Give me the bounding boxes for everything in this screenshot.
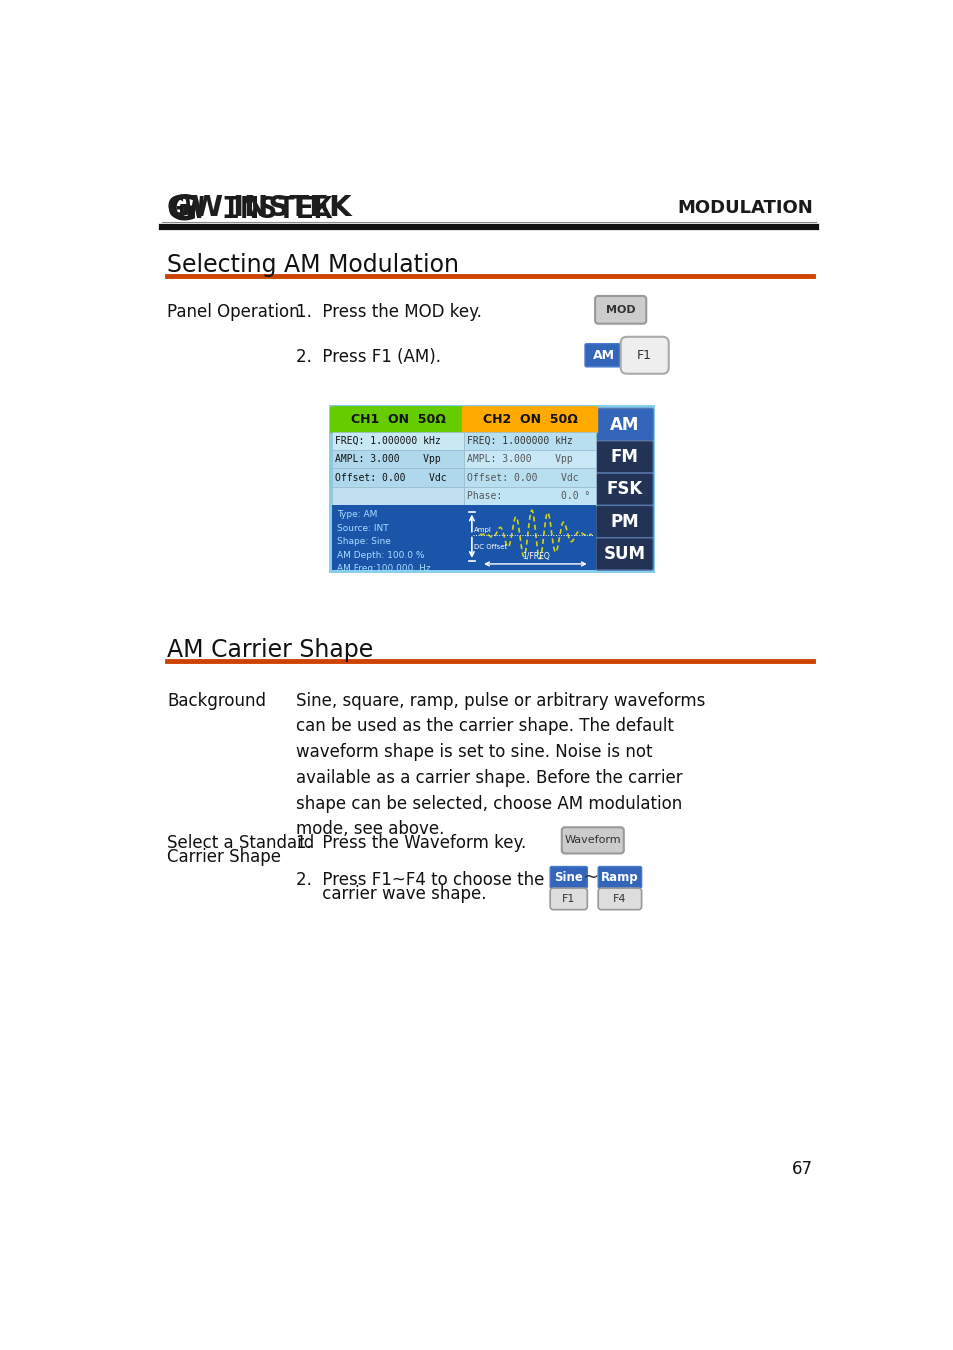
FancyBboxPatch shape <box>332 487 464 505</box>
Text: 1.  Press the MOD key.: 1. Press the MOD key. <box>295 302 481 321</box>
Text: PM: PM <box>610 513 639 531</box>
FancyBboxPatch shape <box>620 336 668 374</box>
Text: F4: F4 <box>613 894 626 904</box>
FancyBboxPatch shape <box>584 344 621 367</box>
Text: SUM: SUM <box>603 545 645 563</box>
FancyBboxPatch shape <box>596 409 653 440</box>
Text: FREQ: 1.000000 kHz: FREQ: 1.000000 kHz <box>335 436 440 446</box>
Text: Sine: Sine <box>554 871 582 884</box>
Text: CH2  ON  50Ω: CH2 ON 50Ω <box>482 413 577 427</box>
FancyBboxPatch shape <box>332 468 464 487</box>
FancyBboxPatch shape <box>330 406 466 433</box>
FancyBboxPatch shape <box>598 867 641 888</box>
Text: FREQ: 1.000000 kHz: FREQ: 1.000000 kHz <box>467 436 573 446</box>
Text: CH1  ON  50Ω: CH1 ON 50Ω <box>351 413 445 427</box>
Text: 1/FREQ: 1/FREQ <box>521 552 549 560</box>
Text: GW INSTEK: GW INSTEK <box>167 196 333 224</box>
Text: F1: F1 <box>637 348 652 362</box>
Text: AMPL: 3.000    Vpp: AMPL: 3.000 Vpp <box>467 454 573 464</box>
Text: Type: AM
Source: INT
Shape: Sine
AM Depth: 100.0 %
AM Freq:100.000  Hz: Type: AM Source: INT Shape: Sine AM Dept… <box>336 510 430 574</box>
FancyBboxPatch shape <box>332 432 464 450</box>
Text: AM: AM <box>592 348 614 362</box>
FancyBboxPatch shape <box>464 468 596 487</box>
Text: F1: F1 <box>561 894 575 904</box>
FancyBboxPatch shape <box>332 450 464 468</box>
Text: G: G <box>167 193 196 227</box>
Text: 2.  Press F1 (AM).: 2. Press F1 (AM). <box>295 348 440 366</box>
Text: Sine, square, ramp, pulse or arbitrary waveforms
can be used as the carrier shap: Sine, square, ramp, pulse or arbitrary w… <box>295 691 704 838</box>
Text: Selecting AM Modulation: Selecting AM Modulation <box>167 252 458 277</box>
Text: FSK: FSK <box>606 481 642 498</box>
Text: AMPL: 3.000    Vpp: AMPL: 3.000 Vpp <box>335 454 440 464</box>
Text: AM Carrier Shape: AM Carrier Shape <box>167 637 374 662</box>
Text: 1.  Press the Waveform key.: 1. Press the Waveform key. <box>295 834 526 852</box>
Text: Offset: 0.00    Vdc: Offset: 0.00 Vdc <box>335 472 447 483</box>
Text: Panel Operation: Panel Operation <box>167 302 299 321</box>
FancyBboxPatch shape <box>464 432 596 450</box>
FancyBboxPatch shape <box>461 406 598 433</box>
Text: Background: Background <box>167 691 266 710</box>
FancyBboxPatch shape <box>550 867 587 888</box>
FancyBboxPatch shape <box>329 405 598 574</box>
FancyBboxPatch shape <box>596 405 654 574</box>
Text: Carrier Shape: Carrier Shape <box>167 848 281 867</box>
Text: AM: AM <box>609 416 639 433</box>
FancyBboxPatch shape <box>561 828 623 853</box>
FancyBboxPatch shape <box>550 888 587 910</box>
Text: carrier wave shape.: carrier wave shape. <box>295 886 486 903</box>
Text: 2.  Press F1~F4 to choose the: 2. Press F1~F4 to choose the <box>295 871 544 890</box>
Text: Select a Standard: Select a Standard <box>167 834 314 852</box>
Text: FM: FM <box>610 448 638 466</box>
FancyBboxPatch shape <box>596 440 653 472</box>
FancyBboxPatch shape <box>596 505 653 537</box>
Text: Waveform: Waveform <box>564 836 620 845</box>
Text: Offset: 0.00    Vdc: Offset: 0.00 Vdc <box>467 472 578 483</box>
Text: MODULATION: MODULATION <box>677 200 812 217</box>
FancyBboxPatch shape <box>595 296 645 324</box>
FancyBboxPatch shape <box>464 450 596 468</box>
Text: DC Offset: DC Offset <box>474 544 507 551</box>
Text: MOD: MOD <box>605 305 635 315</box>
FancyBboxPatch shape <box>598 888 641 910</box>
FancyBboxPatch shape <box>464 487 596 505</box>
Text: ~: ~ <box>582 868 598 887</box>
FancyBboxPatch shape <box>596 537 653 570</box>
FancyBboxPatch shape <box>332 505 596 570</box>
Text: 67: 67 <box>791 1161 812 1179</box>
Text: Ampl: Ampl <box>474 526 492 533</box>
Text: Phase:          0.0 °: Phase: 0.0 ° <box>467 491 590 501</box>
FancyBboxPatch shape <box>596 472 653 505</box>
Text: GW INSTEK: GW INSTEK <box>167 194 352 223</box>
Text: Ramp: Ramp <box>600 871 639 884</box>
